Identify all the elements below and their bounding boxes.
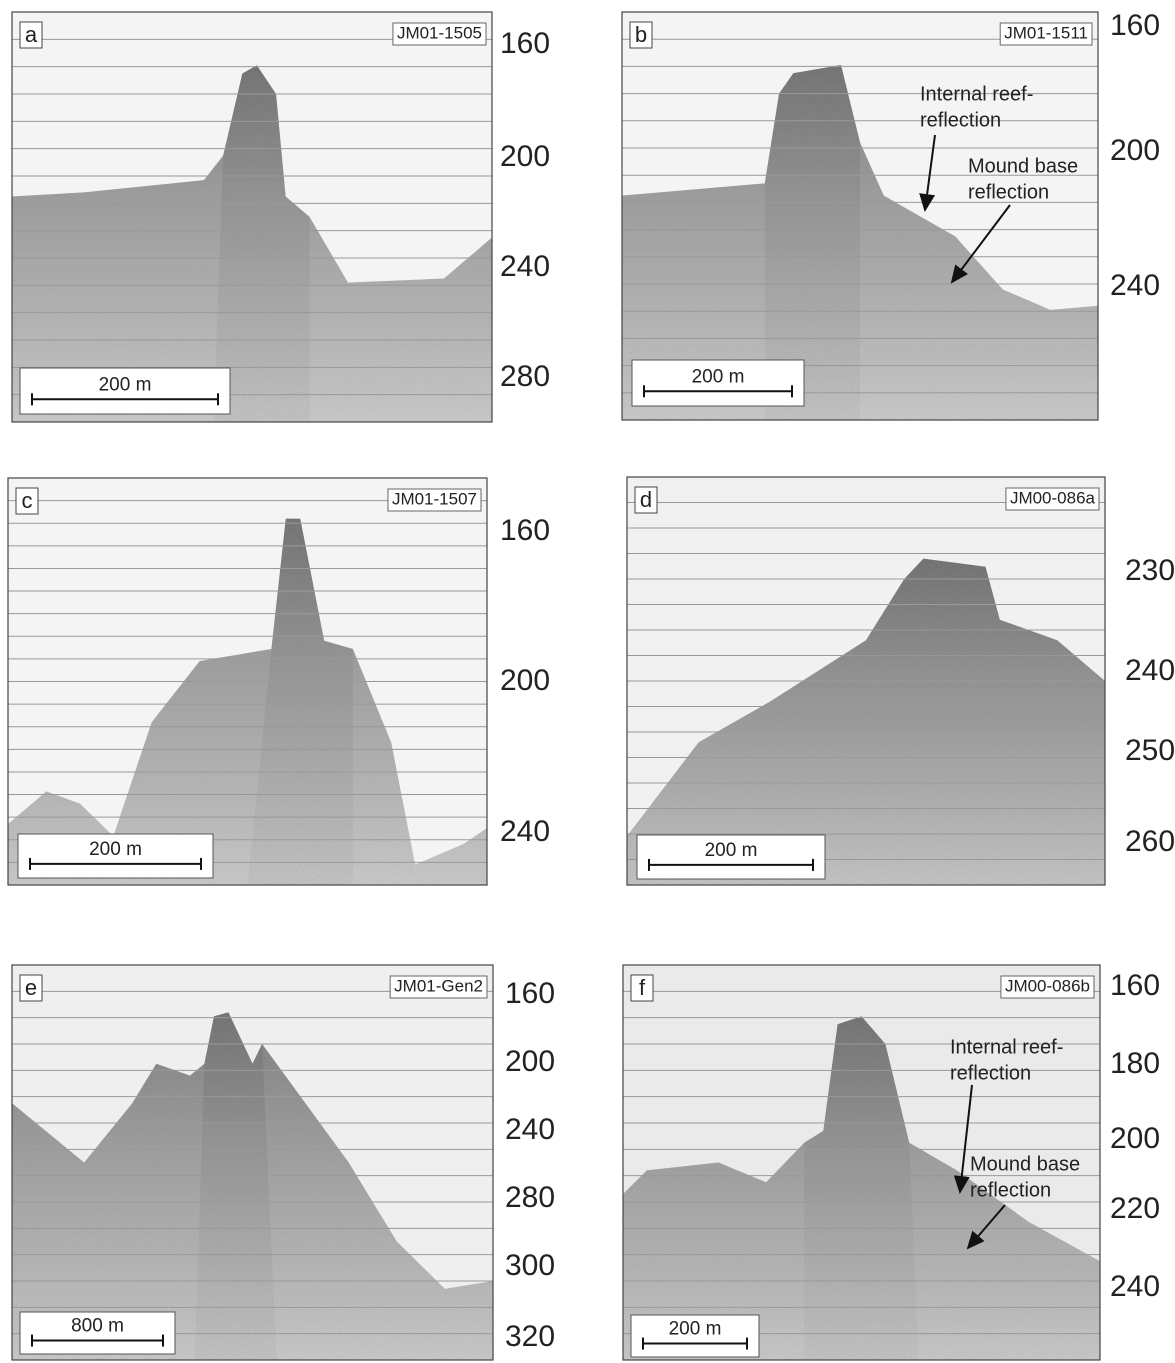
depth-label: 160 xyxy=(1110,9,1160,42)
line-id-box xyxy=(1000,975,1095,999)
depth-label: 160 xyxy=(1110,969,1160,1002)
panel: a JM01-1505 200 m 160 200 240 280 xyxy=(11,11,550,423)
panel: d JM00-086a 200 m 230 240 250 260 xyxy=(626,476,1175,886)
scale-label: 200 m xyxy=(89,839,142,860)
panel-letter: d xyxy=(640,487,652,512)
depth-label: 160 xyxy=(505,977,555,1010)
depth-label: 200 xyxy=(505,1045,555,1078)
seafloor xyxy=(623,1016,1100,1360)
letter-box xyxy=(630,974,654,1002)
annotation: Mound base xyxy=(970,1153,1080,1175)
echogram xyxy=(623,990,1100,1360)
line-id: JM01-1511 xyxy=(1004,23,1088,42)
depth-label: 240 xyxy=(1110,1270,1160,1303)
letter-box xyxy=(19,974,43,1002)
line-id: JM01-1507 xyxy=(392,489,477,508)
scale-box xyxy=(631,359,805,407)
depth-label: 240 xyxy=(1125,654,1175,687)
annotation: reflection xyxy=(950,1062,1031,1084)
panel-border xyxy=(7,477,488,886)
panel: c JM01-1507 200 m 160 200 240 xyxy=(7,477,550,886)
scale-label: 200 m xyxy=(669,1319,722,1340)
seafloor xyxy=(627,558,1105,885)
depth-label: 160 xyxy=(500,27,550,60)
seafloor xyxy=(12,1012,493,1360)
panel-letter: a xyxy=(25,22,38,47)
panel-border xyxy=(622,964,1101,1361)
scale-box xyxy=(19,367,231,415)
seafloor xyxy=(622,65,1098,420)
line-id-box xyxy=(999,22,1093,46)
panel-border xyxy=(626,476,1106,886)
depth-label: 240 xyxy=(500,815,550,848)
line-id: JM00-086b xyxy=(1005,976,1090,995)
panel-border xyxy=(11,11,493,423)
line-id: JM01-Gen2 xyxy=(394,976,483,995)
depth-label: 200 xyxy=(1110,134,1160,167)
seafloor xyxy=(8,518,487,885)
scale-label: 200 m xyxy=(99,374,152,395)
echogram xyxy=(12,38,492,422)
echogram xyxy=(8,500,487,885)
echogram xyxy=(12,990,493,1360)
depth-label: 180 xyxy=(1110,1047,1160,1080)
annotation: Internal reef- xyxy=(950,1036,1063,1058)
scale-box xyxy=(17,833,214,879)
annotation-arrow xyxy=(966,1204,1006,1250)
annotation: Mound base xyxy=(968,155,1078,177)
depth-label: 160 xyxy=(500,514,550,547)
depth-label: 280 xyxy=(505,1181,555,1214)
annotation-arrow xyxy=(950,204,1011,284)
scale-box xyxy=(19,1311,176,1355)
scale-box xyxy=(636,834,826,880)
letter-box xyxy=(634,486,658,514)
annotation: reflection xyxy=(920,109,1001,131)
scale-label: 800 m xyxy=(71,1316,124,1337)
line-id: JM00-086a xyxy=(1010,488,1096,507)
scale-box xyxy=(630,1314,760,1358)
scale-label: 200 m xyxy=(692,366,745,387)
depth-label: 240 xyxy=(505,1113,555,1146)
letter-box xyxy=(15,487,39,515)
depth-label: 280 xyxy=(500,360,550,393)
letter-box xyxy=(19,21,43,49)
line-id-box xyxy=(392,22,487,46)
line-id: JM01-1505 xyxy=(397,23,482,42)
panel-letter: e xyxy=(25,975,37,1000)
panel-letter: f xyxy=(639,975,646,1000)
panel-border xyxy=(11,964,494,1361)
depth-label: 200 xyxy=(500,664,550,697)
depth-label: 320 xyxy=(505,1320,555,1353)
depth-label: 200 xyxy=(500,140,550,173)
seafloor xyxy=(12,65,492,422)
annotation-arrow xyxy=(919,134,936,212)
panel-letter: b xyxy=(635,22,647,47)
panel: f JM00-086b 200 m 160 180 200 220 240 Internal r… xyxy=(622,964,1160,1361)
line-id-box xyxy=(1005,487,1100,511)
depth-label: 240 xyxy=(1110,269,1160,302)
panel: e JM01-Gen2 800 m 160 200 240 280 300 320 xyxy=(11,964,555,1361)
letter-box xyxy=(629,21,653,49)
depth-label: 250 xyxy=(1125,734,1175,767)
echogram xyxy=(622,38,1098,420)
depth-label: 220 xyxy=(1110,1192,1160,1225)
panel-border xyxy=(621,11,1099,421)
panel: b JM01-1511 200 m 160 200 240 Internal reef-re… xyxy=(621,9,1160,421)
depth-label: 240 xyxy=(500,250,550,283)
annotation: Internal reef- xyxy=(920,83,1033,105)
annotation: reflection xyxy=(970,1179,1051,1201)
depth-label: 230 xyxy=(1125,554,1175,587)
depth-label: 200 xyxy=(1110,1122,1160,1155)
panel-letter: c xyxy=(22,488,33,513)
line-id-box xyxy=(387,488,482,512)
scale-label: 200 m xyxy=(705,840,758,861)
annotation-arrow xyxy=(953,1084,973,1194)
depth-label: 260 xyxy=(1125,825,1175,858)
echogram xyxy=(627,502,1105,885)
annotation: reflection xyxy=(968,181,1049,203)
depth-label: 300 xyxy=(505,1249,555,1282)
line-id-box xyxy=(389,975,488,999)
